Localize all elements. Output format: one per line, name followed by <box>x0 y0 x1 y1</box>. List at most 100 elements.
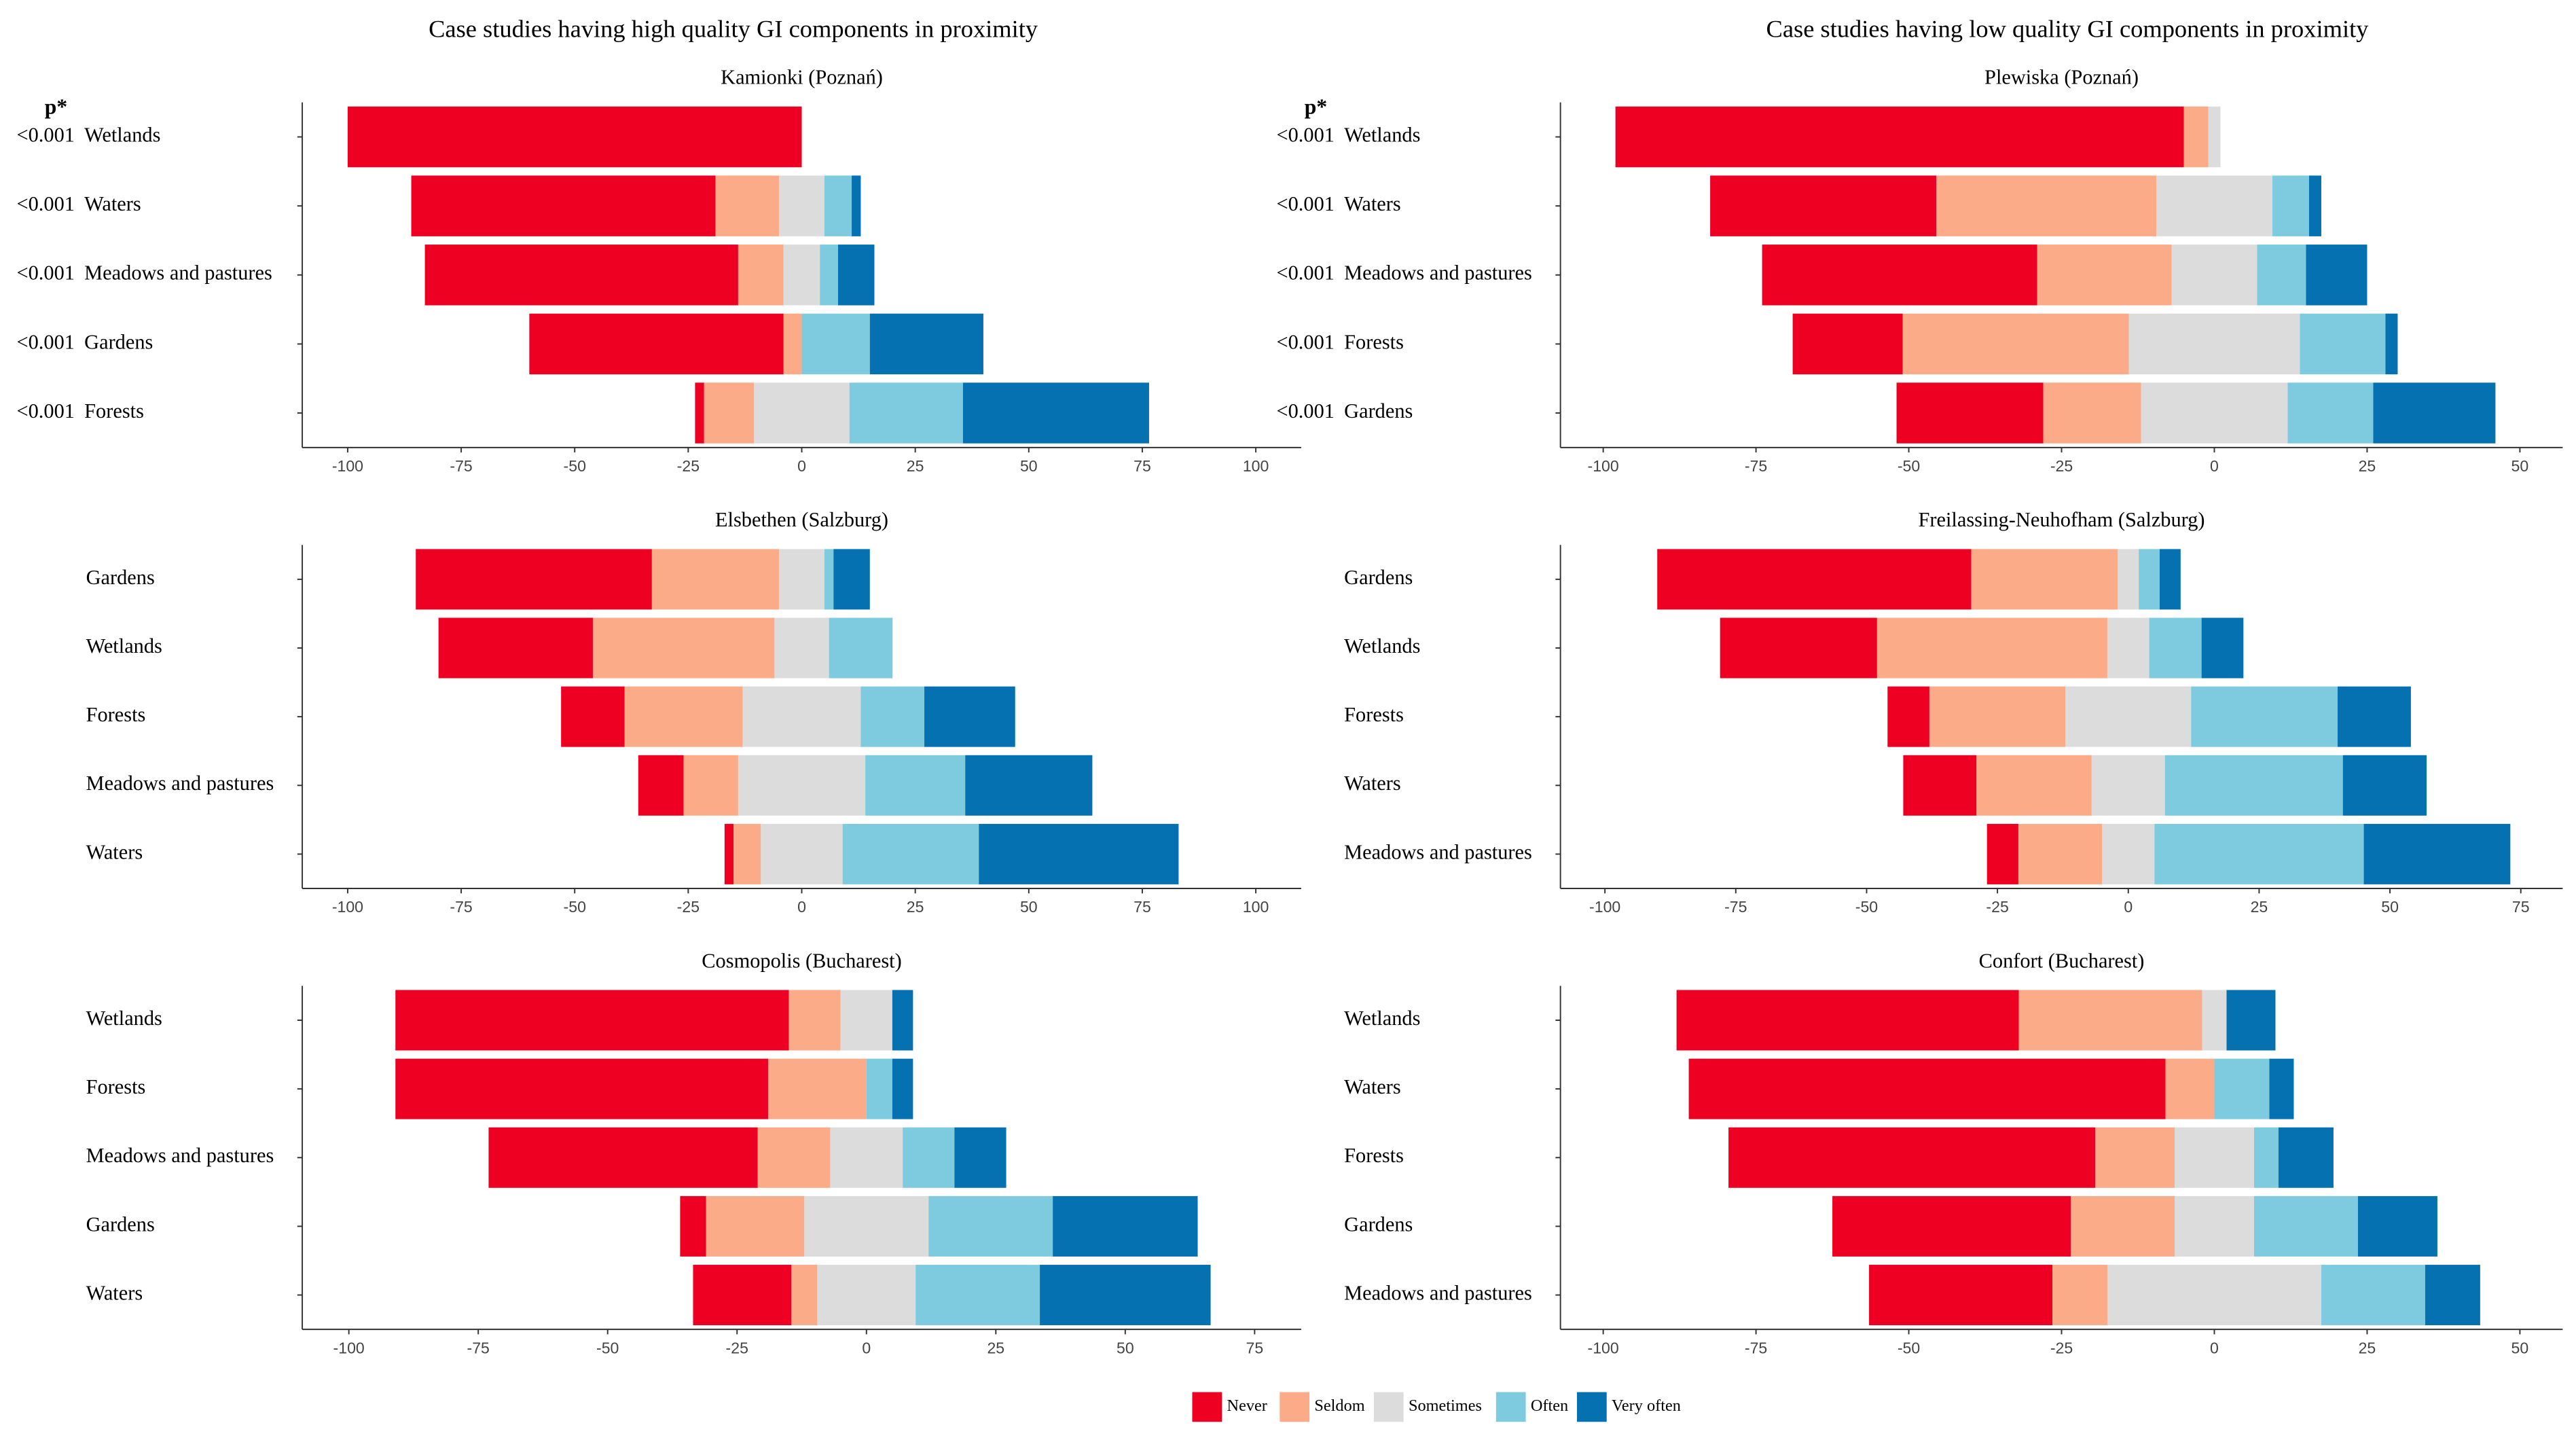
bar-segment <box>704 382 755 444</box>
y-tick-label: Meadows and pastures <box>1344 1282 1532 1305</box>
bar-segment <box>2102 823 2155 884</box>
x-tick-label: 25 <box>2359 457 2376 475</box>
bar-segment <box>860 686 925 747</box>
bar-segment <box>767 1058 867 1119</box>
panel-title: Freilassing-Neuhofham (Salzburg) <box>1918 508 2205 531</box>
column-title: Case studies having high quality GI comp… <box>429 16 1038 43</box>
x-tick-label: -50 <box>1855 898 1878 916</box>
x-tick-label: -50 <box>1898 1339 1920 1356</box>
x-tick-label: -50 <box>596 1339 619 1356</box>
bar-segment <box>1976 755 2092 816</box>
bar-segment <box>924 686 1015 747</box>
bar-segment <box>1053 1195 1198 1257</box>
bar-segment <box>962 382 1149 444</box>
bar-segment <box>1936 175 2156 236</box>
bar-segment <box>824 175 852 236</box>
bar-segment <box>2363 823 2511 884</box>
bar-segment <box>651 549 780 610</box>
bar-segment <box>2107 1265 2321 1326</box>
bar-segment <box>830 1127 903 1188</box>
bar-segment <box>395 990 789 1051</box>
bar-segment <box>2171 245 2257 306</box>
x-tick-label: 50 <box>1117 1339 1134 1356</box>
bar-segment <box>2253 1127 2279 1188</box>
bar-segment <box>561 686 625 747</box>
bar-segment <box>2091 755 2165 816</box>
bar-segment <box>1903 755 1977 816</box>
y-tick-label: Forests <box>1344 1144 1404 1167</box>
bar-segment <box>852 175 861 236</box>
p-value: <0.001 <box>16 262 74 285</box>
p-value: <0.001 <box>1276 262 1334 285</box>
bar-segment <box>738 755 866 816</box>
x-tick-label: 100 <box>1243 457 1269 475</box>
p-header: p* <box>1305 95 1327 119</box>
bar-segment <box>488 1127 758 1188</box>
y-tick-label: Forests <box>84 399 144 422</box>
bar-segment <box>529 313 784 375</box>
bar-segment <box>592 617 775 679</box>
bar-segment <box>774 617 829 679</box>
x-tick-label: 25 <box>2359 1339 2376 1356</box>
bar-segment <box>1902 313 2129 375</box>
bar-segment <box>2128 313 2300 375</box>
y-tick-label: Forests <box>1344 330 1404 353</box>
bar-segment <box>840 990 892 1051</box>
legend-label: Often <box>1531 1397 1568 1415</box>
x-tick-label: 75 <box>1246 1339 1264 1356</box>
bar-segment <box>1929 686 2066 747</box>
y-tick-label: Waters <box>84 192 141 215</box>
bar-segment <box>979 823 1179 884</box>
p-value: <0.001 <box>16 192 74 215</box>
x-tick-label: 0 <box>797 898 806 916</box>
bar-segment <box>2257 245 2306 306</box>
y-tick-label: Forests <box>86 1075 146 1098</box>
p-value: <0.001 <box>1276 330 1334 353</box>
bar-segment <box>2095 1127 2175 1188</box>
bar-segment <box>2037 245 2172 306</box>
bar-segment <box>2052 1265 2108 1326</box>
bar-segment <box>2183 106 2209 168</box>
x-tick-label: -75 <box>467 1339 490 1356</box>
x-tick-label: 25 <box>987 1339 1004 1356</box>
bar-segment <box>779 175 824 236</box>
bar-segment <box>2214 1058 2270 1119</box>
panel-title: Kamionki (Poznań) <box>721 66 883 89</box>
y-tick-label: Meadows and pastures <box>1344 840 1532 863</box>
panel-title: Plewiska (Poznań) <box>1984 66 2139 89</box>
x-tick-label: -100 <box>1588 457 1619 475</box>
bar-segment <box>683 755 738 816</box>
y-tick-label: Waters <box>86 1282 143 1305</box>
y-tick-label: Meadows and pastures <box>86 1144 274 1167</box>
y-tick-label: Waters <box>1344 1075 1401 1098</box>
bar-segment <box>2300 313 2386 375</box>
bar-segment <box>2308 175 2321 236</box>
x-tick-label: 25 <box>907 457 924 475</box>
bar-segment <box>438 617 593 679</box>
panel-title: Cosmopolis (Bucharest) <box>702 949 901 972</box>
y-tick-label: Gardens <box>1344 1212 1413 1236</box>
bar-segment <box>2208 106 2221 168</box>
bar-segment <box>1615 106 2184 168</box>
p-value: <0.001 <box>16 124 74 147</box>
p-value: <0.001 <box>16 399 74 422</box>
x-tick-label: 0 <box>797 457 806 475</box>
bar-segment <box>804 1195 929 1257</box>
x-tick-label: 50 <box>2511 457 2529 475</box>
bar-segment <box>395 1058 768 1119</box>
x-tick-label: 75 <box>1133 457 1151 475</box>
panel-title: Elsbethen (Salzburg) <box>715 508 888 531</box>
bar-segment <box>2253 1195 2358 1257</box>
bar-segment <box>965 755 1093 816</box>
x-tick-label: -75 <box>1745 1339 1767 1356</box>
p-header: p* <box>45 95 67 119</box>
y-tick-label: Gardens <box>1344 399 1413 422</box>
bar-segment <box>817 1265 916 1326</box>
bar-segment <box>738 245 784 306</box>
x-tick-label: 25 <box>907 898 924 916</box>
x-tick-label: 0 <box>2210 1339 2219 1356</box>
y-tick-label: Wetlands <box>86 634 162 658</box>
x-tick-label: 100 <box>1243 898 1269 916</box>
p-value: <0.001 <box>1276 192 1334 215</box>
